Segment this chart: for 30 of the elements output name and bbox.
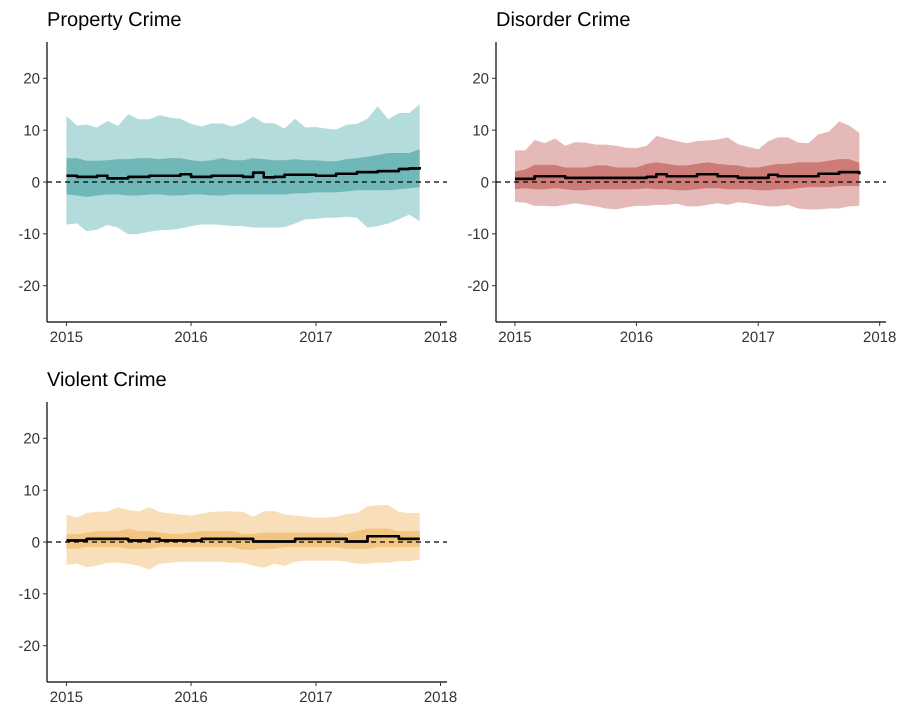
x-tick-label: 2016 <box>620 329 654 346</box>
y-tick-label: -10 <box>18 586 40 604</box>
x-tick-label: 2016 <box>174 329 208 346</box>
x-tick-label: 2018 <box>862 329 896 346</box>
x-tick-label: 2018 <box>424 329 458 346</box>
y-tick-label: 10 <box>23 122 40 140</box>
x-tick-label: 2015 <box>50 689 84 706</box>
y-tick-label: 0 <box>32 174 40 192</box>
x-tick-label: 2015 <box>50 329 84 346</box>
chart-title: Disorder Crime <box>496 9 630 31</box>
y-tick-label: -10 <box>18 226 40 244</box>
y-tick-label: 10 <box>23 482 40 500</box>
y-tick-label: 20 <box>23 70 40 88</box>
y-tick-label: 0 <box>32 534 40 552</box>
y-tick-label: -20 <box>18 278 40 295</box>
chart-title: Violent Crime <box>47 369 167 391</box>
y-tick-label: 10 <box>472 122 489 140</box>
y-tick-label: 20 <box>472 70 489 88</box>
x-tick-label: 2017 <box>299 689 333 706</box>
x-tick-label: 2017 <box>742 329 775 346</box>
y-tick-label: -20 <box>467 278 489 295</box>
x-tick-label: 2017 <box>299 329 333 346</box>
x-tick-label: 2016 <box>174 689 208 706</box>
y-tick-label: 0 <box>480 174 489 192</box>
x-tick-label: 2015 <box>498 329 532 346</box>
y-tick-label: 20 <box>23 430 40 448</box>
x-tick-label: 2018 <box>424 689 458 706</box>
chart-title: Property Crime <box>47 9 182 31</box>
y-tick-label: -20 <box>18 638 40 655</box>
y-tick-label: -10 <box>467 226 489 244</box>
